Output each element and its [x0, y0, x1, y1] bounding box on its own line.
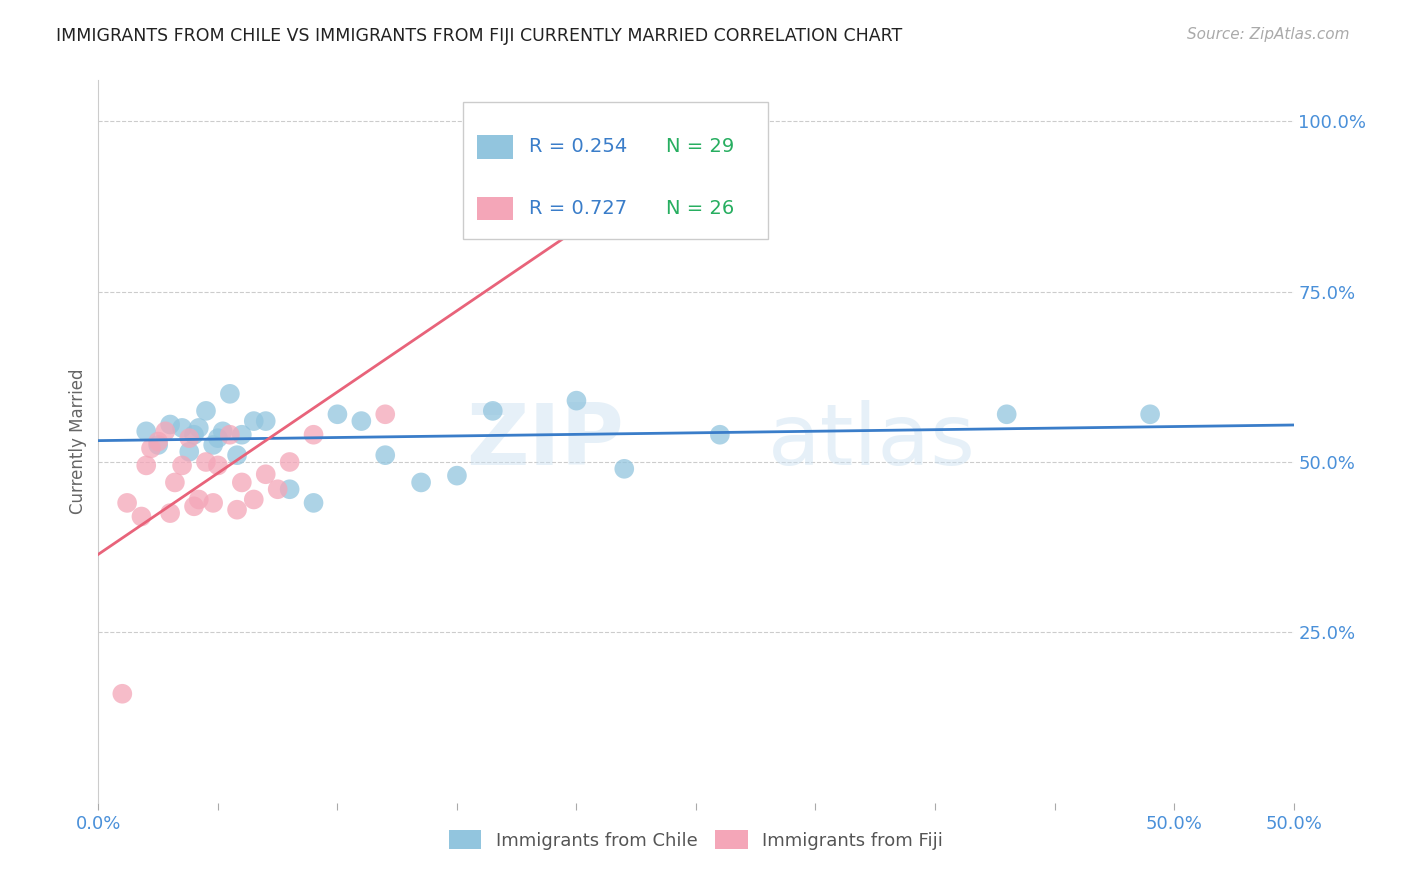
Point	[219, 387, 242, 401]
Text: N = 29: N = 29	[666, 136, 734, 156]
Point	[202, 496, 225, 510]
Point	[350, 414, 373, 428]
Point	[446, 468, 468, 483]
Point	[278, 482, 301, 496]
Point	[211, 425, 233, 439]
Point	[139, 442, 162, 456]
Text: ZIP: ZIP	[467, 400, 624, 483]
Y-axis label: Currently Married: Currently Married	[69, 368, 87, 515]
Point	[565, 393, 588, 408]
Point	[231, 427, 253, 442]
Point	[243, 414, 266, 428]
Point	[709, 427, 731, 442]
Point	[135, 458, 157, 473]
Point	[179, 444, 201, 458]
Point	[326, 407, 349, 421]
Point	[202, 438, 225, 452]
Point	[183, 427, 205, 442]
Bar	[477, 135, 513, 159]
Point	[254, 467, 277, 482]
Point	[267, 482, 290, 496]
Point	[278, 455, 301, 469]
Point	[374, 448, 396, 462]
Point	[207, 458, 229, 473]
Point	[159, 506, 181, 520]
Point	[155, 425, 177, 439]
Point	[115, 496, 138, 510]
Text: R = 0.254: R = 0.254	[529, 136, 627, 156]
Point	[187, 421, 209, 435]
Point	[172, 421, 194, 435]
Point	[183, 500, 205, 514]
Point	[1139, 407, 1161, 421]
Point	[207, 431, 229, 445]
Point	[411, 475, 433, 490]
Bar	[477, 196, 513, 220]
Point	[195, 455, 218, 469]
Point	[219, 427, 242, 442]
Point	[179, 431, 201, 445]
Legend: Immigrants from Chile, Immigrants from Fiji: Immigrants from Chile, Immigrants from F…	[440, 822, 952, 859]
Text: Source: ZipAtlas.com: Source: ZipAtlas.com	[1187, 27, 1350, 42]
Point	[195, 404, 218, 418]
Text: atlas: atlas	[768, 400, 976, 483]
Point	[111, 687, 134, 701]
Point	[231, 475, 253, 490]
Point	[243, 492, 266, 507]
Point	[302, 496, 325, 510]
Point	[163, 475, 186, 490]
Text: N = 26: N = 26	[666, 199, 734, 218]
Point	[172, 458, 194, 473]
Point	[254, 414, 277, 428]
Point	[995, 407, 1018, 421]
Point	[187, 492, 209, 507]
Point	[226, 448, 249, 462]
Text: IMMIGRANTS FROM CHILE VS IMMIGRANTS FROM FIJI CURRENTLY MARRIED CORRELATION CHAR: IMMIGRANTS FROM CHILE VS IMMIGRANTS FROM…	[56, 27, 903, 45]
Point	[135, 425, 157, 439]
Point	[613, 114, 636, 128]
Point	[148, 438, 170, 452]
Text: R = 0.727: R = 0.727	[529, 199, 627, 218]
Point	[159, 417, 181, 432]
Point	[226, 502, 249, 516]
Point	[613, 462, 636, 476]
Point	[131, 509, 153, 524]
Point	[302, 427, 325, 442]
FancyBboxPatch shape	[463, 102, 768, 239]
Point	[374, 407, 396, 421]
Point	[148, 434, 170, 449]
Point	[481, 404, 505, 418]
